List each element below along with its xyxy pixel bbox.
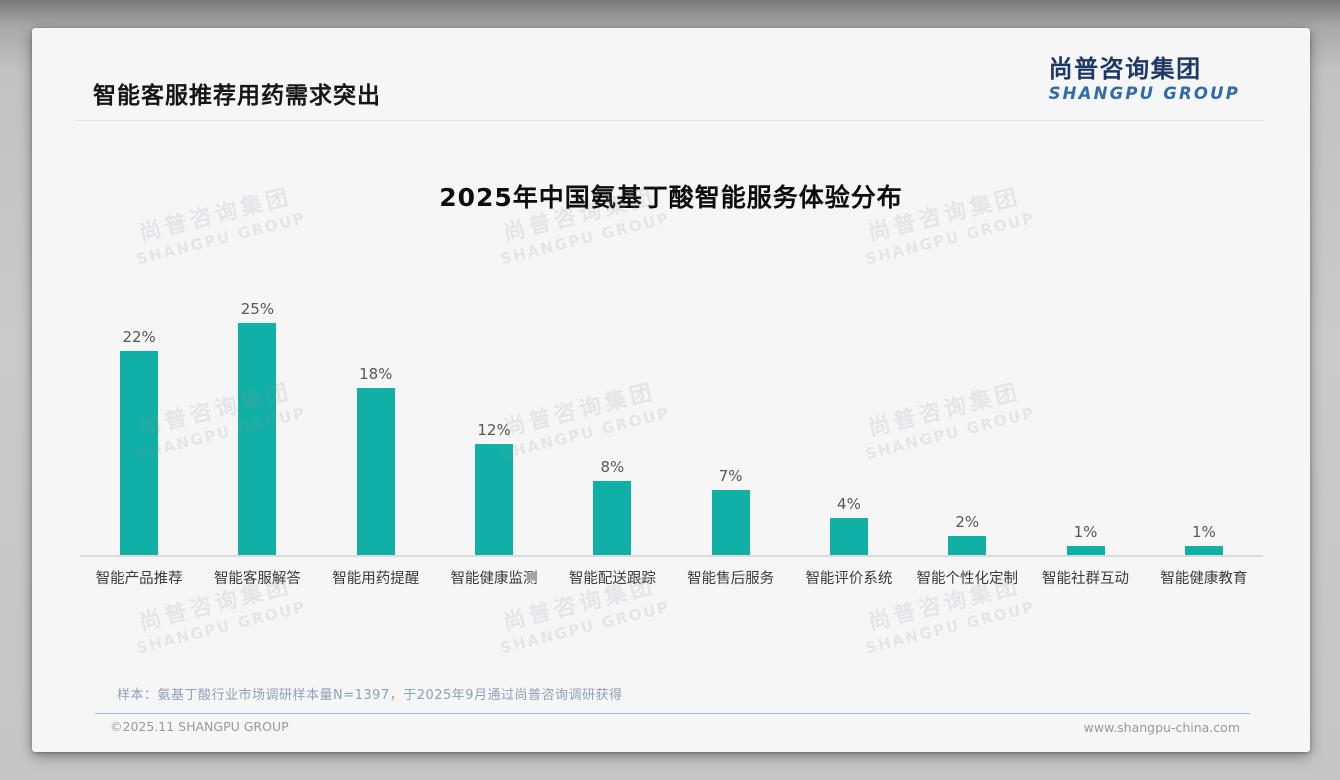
- bar-category-label: 智能客服解答: [213, 571, 301, 587]
- bar: [948, 536, 987, 555]
- bar-category-label: 智能健康教育: [1160, 571, 1248, 587]
- bar-column: 1% 智能健康教育: [1145, 255, 1263, 587]
- bar-column: 4% 智能评价系统: [790, 255, 908, 587]
- website-url: www.shangpu-china.com: [1083, 720, 1240, 735]
- copyright-text: ©2025.11 SHANGPU GROUP: [110, 719, 289, 734]
- bar-category-label: 智能个性化定制: [916, 571, 1018, 587]
- bar-category-label: 智能售后服务: [687, 571, 775, 587]
- bar: [475, 443, 514, 555]
- logo-chinese-text: 尚普咨询集团: [1048, 55, 1202, 83]
- chart-title: 2025年中国氨基丁酸智能服务体验分布: [439, 183, 903, 212]
- bar-category-label: 智能配送跟踪: [568, 571, 656, 587]
- shangpu-logo: 尚普咨询集团 SHANGPU GROUP: [1048, 55, 1240, 104]
- watermark-english-text: SHANGPU GROUP: [134, 597, 308, 657]
- bar-column: 7% 智能售后服务: [672, 255, 790, 587]
- slide-card: 智能客服推荐用药需求突出 尚普咨询集团 SHANGPU GROUP 2025年中…: [32, 28, 1310, 752]
- bar-category-label: 智能用药提醒: [332, 571, 420, 587]
- bar: [593, 480, 632, 555]
- sample-footnote: 样本：氨基丁酸行业市场调研样本量N=1397，于2025年9月通过尚普咨询调研获…: [117, 688, 623, 703]
- bar-column: 22% 智能产品推荐: [80, 255, 198, 587]
- bar: [711, 490, 750, 555]
- bar-value-label: 2%: [955, 513, 980, 532]
- bar-column: 12% 智能健康监测: [435, 255, 553, 587]
- watermark-english-text: SHANGPU GROUP: [498, 597, 672, 657]
- bar-column: 1% 智能社群互动: [1026, 255, 1144, 587]
- bar-value-label: 1%: [1191, 522, 1216, 541]
- watermark-english-text: SHANGPU GROUP: [863, 597, 1037, 657]
- bar-value-label: 7%: [718, 467, 743, 486]
- bar-chart: 22% 智能产品推荐 25% 智能客服解答 18% 智能用药提醒 12% 智能健康监测 8% 智能…: [80, 255, 1263, 587]
- bar-value-label: 12%: [477, 420, 511, 439]
- footer-divider: [95, 713, 1250, 714]
- logo-english-text: SHANGPU GROUP: [1048, 83, 1240, 103]
- bar: [1066, 545, 1105, 555]
- page-title: 智能客服推荐用药需求突出: [93, 83, 381, 109]
- x-axis-line: [80, 555, 1263, 557]
- header-divider: [75, 120, 1265, 121]
- bar-value-label: 4%: [837, 494, 861, 513]
- bar-value-label: 22%: [122, 327, 156, 346]
- bar: [120, 350, 159, 555]
- bar-column: 2% 智能个性化定制: [908, 255, 1026, 587]
- bar-value-label: 1%: [1073, 522, 1098, 541]
- bar-value-label: 25%: [240, 300, 275, 318]
- bar-column: 18% 智能用药提醒: [317, 255, 435, 587]
- bar-category-label: 智能评价系统: [805, 571, 893, 587]
- bar-value-label: 8%: [600, 457, 625, 476]
- bar-category-label: 智能健康监测: [450, 571, 538, 587]
- bar-category-label: 智能产品推荐: [95, 571, 183, 587]
- bar-column: 25% 智能客服解答: [198, 255, 316, 587]
- bar: [1184, 545, 1223, 555]
- bar: [356, 387, 395, 555]
- bar-column: 8% 智能配送跟踪: [553, 255, 671, 587]
- bar-category-label: 智能社群互动: [1042, 571, 1130, 587]
- bar: [238, 323, 277, 555]
- bar-value-label: 18%: [359, 364, 393, 383]
- bar: [829, 517, 868, 555]
